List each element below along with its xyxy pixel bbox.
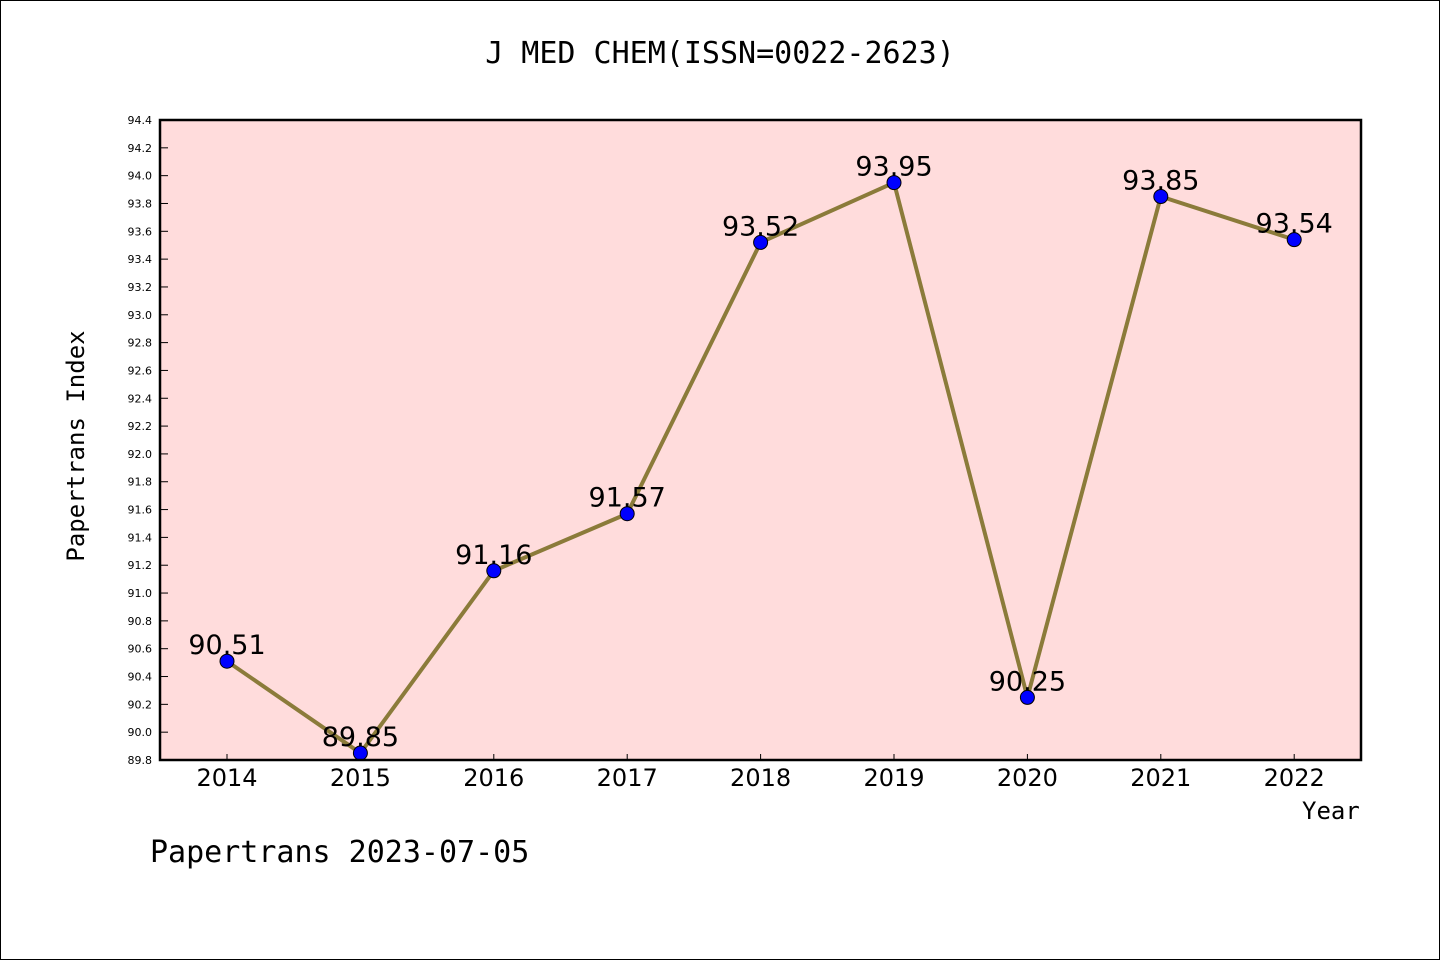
data-label: 93.54 bbox=[1256, 209, 1333, 240]
x-tick-label: 2014 bbox=[196, 764, 257, 792]
data-point bbox=[219, 653, 235, 669]
plot-border bbox=[158, 118, 1363, 762]
data-label: 93.95 bbox=[855, 152, 932, 183]
x-tick-label: 2020 bbox=[997, 764, 1058, 792]
x-tick-label: 2015 bbox=[330, 764, 391, 792]
y-tick-label: 94.0 bbox=[128, 170, 153, 183]
data-point bbox=[1153, 189, 1169, 205]
plot-area bbox=[160, 120, 1361, 760]
y-tick-label: 94.2 bbox=[128, 142, 153, 155]
y-tick-label: 90.6 bbox=[128, 643, 153, 656]
y-tick-label: 92.2 bbox=[128, 420, 153, 433]
data-point bbox=[753, 234, 769, 250]
x-axis-label: Year bbox=[1302, 797, 1360, 825]
y-tick-label: 90.0 bbox=[128, 726, 153, 739]
x-tick-label: 2016 bbox=[463, 764, 524, 792]
y-tick-label: 93.8 bbox=[128, 197, 153, 210]
data-point bbox=[1019, 689, 1035, 705]
y-tick-label: 93.0 bbox=[128, 309, 153, 322]
x-tick-label: 2021 bbox=[1130, 764, 1191, 792]
y-tick-label: 91.4 bbox=[128, 531, 153, 544]
y-tick-label: 91.0 bbox=[128, 587, 153, 600]
y-tick-label: 90.4 bbox=[128, 671, 153, 684]
y-tick-label: 91.6 bbox=[128, 504, 153, 517]
x-tick-label: 2019 bbox=[863, 764, 924, 792]
y-tick-label: 92.4 bbox=[128, 392, 153, 405]
data-label: 91.16 bbox=[455, 540, 532, 571]
y-tick-label: 90.2 bbox=[128, 698, 153, 711]
y-tick-label: 91.8 bbox=[128, 476, 153, 489]
data-label: 91.57 bbox=[589, 483, 666, 514]
y-tick-label: 93.2 bbox=[128, 281, 153, 294]
y-tick-label: 89.8 bbox=[128, 754, 153, 767]
y-tick-label: 91.2 bbox=[128, 559, 153, 572]
data-point bbox=[619, 506, 635, 522]
data-label: 93.85 bbox=[1122, 166, 1199, 197]
data-label: 90.25 bbox=[989, 666, 1066, 697]
data-label: 89.85 bbox=[322, 722, 399, 753]
data-point bbox=[1286, 232, 1302, 248]
y-tick-label: 92.6 bbox=[128, 364, 153, 377]
x-tick-label: 2022 bbox=[1264, 764, 1325, 792]
y-tick-label: 92.0 bbox=[128, 448, 153, 461]
chart-title: J MED CHEM(ISSN=0022-2623) bbox=[485, 36, 955, 71]
data-label: 93.52 bbox=[722, 211, 799, 242]
x-tick-label: 2018 bbox=[730, 764, 791, 792]
data-point bbox=[486, 563, 502, 579]
x-tick-label: 2017 bbox=[597, 764, 658, 792]
footer-text: Papertrans 2023-07-05 bbox=[150, 835, 530, 870]
y-tick-label: 94.4 bbox=[128, 114, 153, 127]
y-tick-label: 92.8 bbox=[128, 337, 153, 350]
y-tick-label: 93.6 bbox=[128, 225, 153, 238]
data-point bbox=[886, 175, 902, 191]
data-label: 90.51 bbox=[188, 630, 265, 661]
y-tick-label: 90.8 bbox=[128, 615, 153, 628]
y-tick-label: 93.4 bbox=[128, 253, 153, 266]
